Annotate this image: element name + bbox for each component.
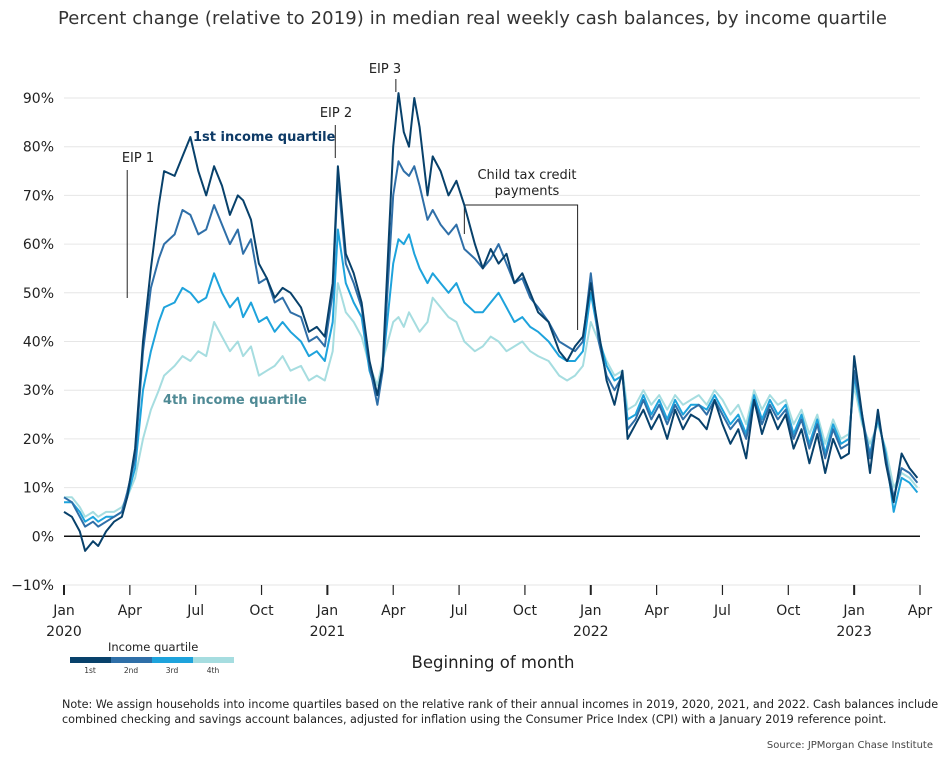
ctc-annotation-bracket [463, 204, 579, 330]
x-axis: Jan 2020 Apr Jul Oct Jan 2021 Apr Jul Oct Jan 2022 A… [46, 585, 932, 640]
eip-annotation-label: EIP 1 [122, 151, 154, 166]
legend-label-3rd: 3rd [166, 666, 179, 675]
x-tick-label: Jan [316, 603, 339, 619]
x-tick-label: Jan [579, 603, 602, 619]
chart-title: Percent change (relative to 2019) in med… [57, 8, 888, 29]
x-tick-label: Jan [52, 603, 75, 619]
series-line-2nd [63, 160, 919, 528]
legend-title: Income quartile [108, 640, 198, 654]
y-tick-label: 0% [32, 529, 54, 545]
y-tick-label: 40% [23, 335, 54, 351]
legend-swatch-2nd [111, 657, 152, 663]
ctc-annotation-label: Child tax credit [477, 168, 576, 183]
y-tick-label: −10% [11, 578, 54, 594]
y-tick-label: 60% [23, 237, 54, 253]
series-labels: 1st income quartile 4th income quartile [163, 130, 336, 408]
y-tick-label: 90% [23, 91, 54, 107]
y-tick-label: 30% [23, 383, 54, 399]
series-line-3rd [64, 228, 919, 523]
x-tick-label: Oct [513, 603, 538, 619]
series-lines [63, 92, 919, 552]
legend-swatch-3rd [152, 657, 193, 663]
y-tick-label: 20% [23, 432, 54, 448]
x-tick-label: Apr [381, 603, 405, 619]
x-tick-label: Jul [186, 603, 204, 619]
x-tick-label: Oct [249, 603, 274, 619]
x-tick-label: Apr [118, 603, 142, 619]
legend-label-1st: 1st [84, 666, 96, 675]
chart-note: Note: We assign households into income q… [62, 698, 939, 726]
legend-label-4th: 4th [207, 666, 220, 675]
x-tick-label: Apr [644, 603, 668, 619]
x-tick-year-label: 2021 [310, 624, 346, 640]
x-axis-title: Beginning of month [412, 653, 575, 672]
line-chart: −10% 0% 10% 20% 30% 40% 50% 60% 70% 80% 90% Jan 202… [11, 62, 932, 675]
series-line-1st [63, 92, 919, 552]
chart-source: Source: JPMorgan Chase Institute [766, 740, 933, 751]
y-tick-label: 70% [23, 188, 54, 204]
legend-label-2nd: 2nd [124, 666, 139, 675]
eip-annotation-label: EIP 2 [320, 106, 352, 121]
y-tick-label: 80% [23, 140, 54, 156]
eip-annotation-label: EIP 3 [369, 62, 401, 77]
series-line-4th [64, 282, 919, 518]
ctc-annotation-label: payments [495, 184, 560, 199]
series-label-1st: 1st income quartile [193, 130, 336, 145]
y-axis-ticks: −10% 0% 10% 20% 30% 40% 50% 60% 70% 80% 90% [11, 91, 54, 594]
x-tick-label: Oct [776, 603, 801, 619]
legend-swatch-1st [70, 657, 111, 663]
x-tick-label: Jul [450, 603, 468, 619]
x-tick-year-label: 2023 [836, 624, 872, 640]
y-tick-label: 50% [23, 286, 54, 302]
x-tick-year-label: 2020 [46, 624, 82, 640]
x-tick-label: Jan [842, 603, 865, 619]
legend: Income quartile 1st 2nd 3rd 4th [70, 640, 234, 675]
series-label-4th: 4th income quartile [163, 393, 307, 408]
legend-swatch-4th [193, 657, 234, 663]
y-tick-label: 10% [23, 481, 54, 497]
x-tick-year-label: 2022 [573, 624, 609, 640]
x-tick-label: Apr [908, 603, 932, 619]
x-tick-label: Jul [713, 603, 731, 619]
